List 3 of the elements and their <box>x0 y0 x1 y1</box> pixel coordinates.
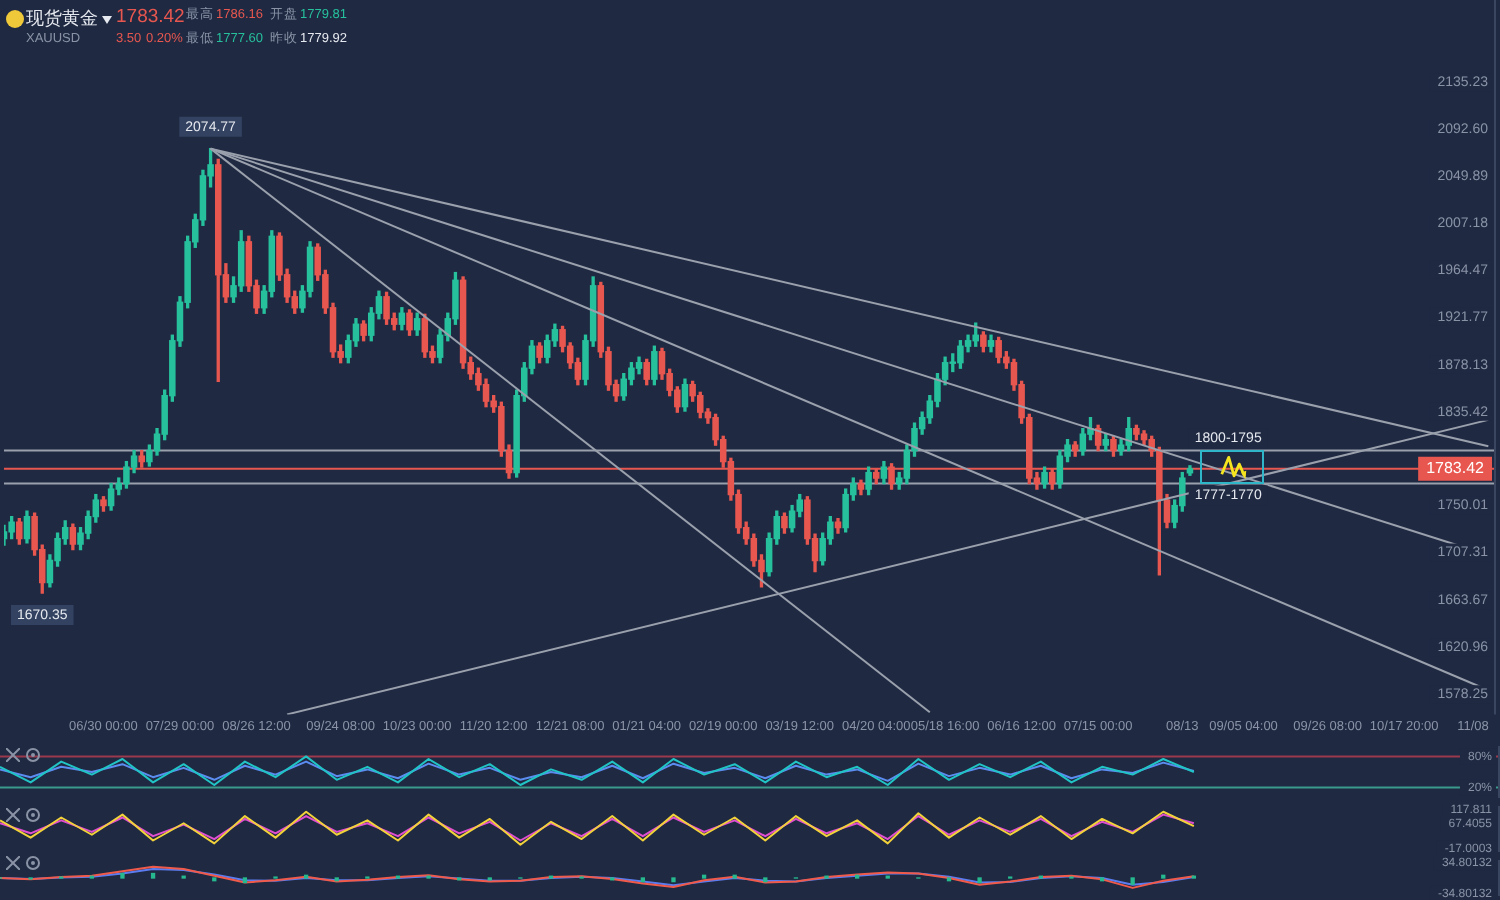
text: 现货黄金 <box>26 8 98 28</box>
annotation: 1783.42 <box>116 6 185 28</box>
ref-line-label: 1783.42 <box>1426 459 1486 478</box>
